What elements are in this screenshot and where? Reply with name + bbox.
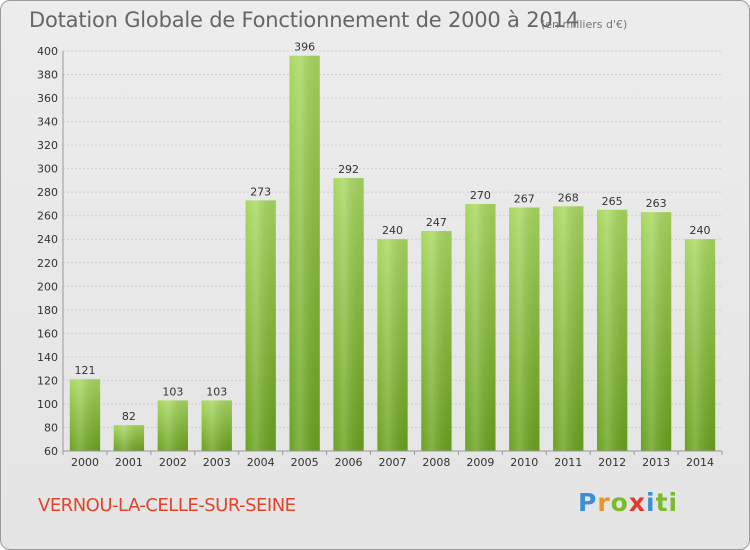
x-tick-label: 2012 — [598, 456, 626, 469]
y-tick-label: 80 — [44, 421, 58, 434]
bar-value-label: 121 — [74, 364, 95, 377]
y-tick-label: 320 — [37, 139, 58, 152]
bar-shine — [245, 200, 276, 451]
x-tick-label: 2003 — [203, 456, 231, 469]
x-tick-label: 2000 — [71, 456, 99, 469]
bar-shine — [201, 400, 232, 451]
x-tick-label: 2008 — [422, 456, 450, 469]
y-tick-label: 200 — [37, 280, 58, 293]
x-tick-label: 2004 — [247, 456, 275, 469]
x-tick-label: 2014 — [686, 456, 714, 469]
y-tick-label: 380 — [37, 69, 58, 82]
x-tick-label: 2013 — [642, 456, 670, 469]
logo-letter: x — [628, 488, 646, 517]
bar-shine — [289, 55, 320, 452]
logo-letter: i — [646, 488, 656, 517]
x-tick-label: 2006 — [335, 456, 363, 469]
logo-letter: o — [610, 488, 629, 517]
y-tick-label: 280 — [37, 186, 58, 199]
x-tick-label: 2005 — [291, 456, 319, 469]
bars: 121 82 103 103 273 396 292 240 247 270 267 268 265 26… — [69, 41, 716, 452]
bar-value-label: 82 — [122, 410, 136, 423]
bar-value-label: 263 — [646, 197, 667, 210]
bar-value-label: 103 — [206, 385, 227, 398]
y-tick-label: 300 — [37, 163, 58, 176]
bar-value-label: 103 — [162, 385, 183, 398]
x-tick-label: 2011 — [554, 456, 582, 469]
bar-shine — [377, 239, 408, 451]
bar-value-label: 270 — [470, 189, 491, 202]
bar-value-label: 396 — [294, 41, 315, 54]
logo-letter: P — [578, 488, 598, 517]
y-tick-label: 180 — [37, 304, 58, 317]
x-tick-label: 2010 — [510, 456, 538, 469]
proxiti-logo: Proxiti — [578, 488, 678, 517]
bar-shine — [597, 209, 628, 451]
commune-name: VERNOU-LA-CELLE-SUR-SEINE — [38, 495, 296, 516]
x-tick-label: 2009 — [466, 456, 494, 469]
bar-value-label: 273 — [250, 185, 271, 198]
bar-value-label: 265 — [602, 195, 623, 208]
y-tick-label: 140 — [37, 351, 58, 364]
chart-title: Dotation Globale de Fonctionnement de 20… — [29, 8, 579, 32]
bar-value-label: 240 — [690, 224, 711, 237]
logo-letter: ti — [655, 488, 679, 517]
bar-shine — [113, 425, 145, 451]
y-tick-label: 340 — [37, 116, 58, 129]
y-tick-label: 100 — [37, 398, 58, 411]
bar-value-label: 292 — [338, 163, 359, 176]
bar-value-label: 268 — [558, 191, 579, 204]
y-tick-label: 400 — [37, 45, 58, 58]
x-axis: 2000 2001 2002 2003 2004 2005 2006 2007 2008 2009… — [62, 450, 723, 469]
bar-shine — [684, 239, 716, 451]
x-tick-label: 2007 — [379, 456, 407, 469]
y-tick-label: 240 — [37, 233, 58, 246]
x-tick-label: 2001 — [115, 456, 143, 469]
y-tick-label: 120 — [37, 374, 58, 387]
y-tick-label: 360 — [37, 92, 58, 105]
bar-shine — [509, 207, 540, 451]
y-tick-label: 260 — [37, 210, 58, 223]
bar-value-label: 267 — [514, 192, 535, 205]
logo-letter: r — [597, 488, 611, 517]
x-tick-label: 2002 — [159, 456, 187, 469]
bar-shine — [157, 400, 188, 451]
bar-shine — [465, 203, 496, 451]
bar-shine — [640, 212, 672, 451]
y-tick-label: 160 — [37, 327, 58, 340]
bar-value-label: 247 — [426, 216, 447, 229]
chart-subtitle: (en milliers d'€) — [541, 18, 628, 31]
bar-shine — [333, 178, 364, 451]
bar-shine — [553, 206, 584, 451]
bar-value-label: 240 — [382, 224, 403, 237]
y-axis: 60 80 100 120 140 160 180 200 220 240 260 280 300 320… — [37, 45, 64, 458]
y-tick-label: 220 — [37, 257, 58, 270]
bar-shine — [69, 379, 101, 451]
y-tick-label: 60 — [44, 445, 58, 458]
bar-shine — [421, 231, 452, 451]
